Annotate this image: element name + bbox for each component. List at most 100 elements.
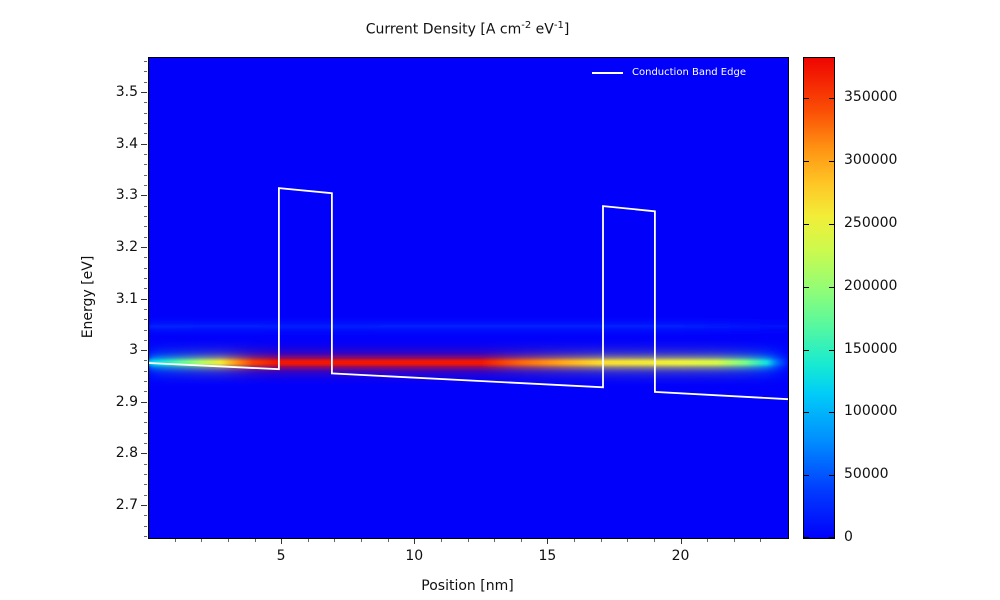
colorbar-tick-mark-left xyxy=(804,412,809,414)
y-minor-tick-mark xyxy=(144,288,147,290)
y-minor-tick-mark xyxy=(144,61,147,63)
colorbar-tick-label: 50000 xyxy=(844,466,889,483)
x-minor-tick-mark xyxy=(627,539,629,542)
y-tick-mark xyxy=(141,350,147,352)
y-minor-tick-mark xyxy=(144,174,147,176)
y-tick-mark xyxy=(141,505,147,506)
x-tick-label: 10 xyxy=(405,548,424,564)
y-tick-mark xyxy=(141,195,147,197)
colorbar-tick-mark-left xyxy=(804,98,809,100)
x-minor-tick-mark xyxy=(440,539,442,542)
y-minor-tick-mark xyxy=(144,123,147,125)
x-minor-tick-mark xyxy=(334,539,336,542)
x-tick-mark xyxy=(414,539,416,544)
title-superscript-2: -1 xyxy=(553,20,564,31)
y-minor-tick-mark xyxy=(144,443,147,445)
y-minor-tick-mark xyxy=(144,185,147,186)
y-minor-tick-mark xyxy=(144,308,147,310)
heatmap-background xyxy=(149,58,788,538)
y-minor-tick-mark xyxy=(144,535,147,537)
colorbar-tick-mark-left xyxy=(804,475,809,477)
colorbar-tick-label: 0 xyxy=(844,529,853,545)
y-minor-tick-mark xyxy=(144,484,147,486)
colorbar-tick-mark-left xyxy=(804,161,809,163)
y-tick-label: 3 xyxy=(129,342,138,359)
colorbar-tick-mark-right xyxy=(829,537,834,538)
colorbar-tick-mark-left xyxy=(804,537,809,538)
x-tick-label: 5 xyxy=(276,548,286,564)
y-tick-label: 3.3 xyxy=(115,187,138,204)
chart-title-text: Current Density [A cm xyxy=(365,21,522,38)
colorbar-tick-mark-right xyxy=(829,349,834,351)
x-minor-tick-mark xyxy=(574,539,575,542)
colorbar-tick-mark-right xyxy=(829,475,834,477)
y-tick-mark xyxy=(141,298,147,300)
y-minor-tick-mark xyxy=(144,463,147,465)
y-minor-tick-mark xyxy=(144,236,147,238)
x-axis-label: Position [nm] xyxy=(421,578,514,594)
legend: Conduction Band Edge xyxy=(592,67,746,78)
x-minor-tick-mark xyxy=(201,539,203,542)
y-tick-mark xyxy=(141,401,147,403)
x-tick-label: 15 xyxy=(538,548,557,564)
y-tick-mark xyxy=(141,92,147,94)
x-minor-tick-mark xyxy=(494,539,496,542)
x-minor-tick-mark xyxy=(707,539,709,542)
colorbar xyxy=(803,57,835,539)
y-minor-tick-mark xyxy=(144,164,147,166)
x-minor-tick-mark xyxy=(467,539,469,542)
y-minor-tick-mark xyxy=(144,112,147,114)
x-minor-tick-mark xyxy=(520,539,522,542)
x-minor-tick-mark xyxy=(387,539,389,542)
y-minor-tick-mark xyxy=(144,525,147,527)
colorbar-tick-mark-right xyxy=(829,98,834,100)
y-minor-tick-mark xyxy=(144,319,147,321)
x-minor-tick-mark xyxy=(361,539,362,542)
chart-title: Current Density [A cm-2 eV-1] xyxy=(148,20,787,38)
colorbar-tick-label: 250000 xyxy=(844,214,898,231)
y-minor-tick-mark xyxy=(144,360,147,362)
colorbar-tick-mark-left xyxy=(804,286,809,288)
colorbar-tick-label: 350000 xyxy=(844,89,898,106)
colorbar-tick-label: 150000 xyxy=(844,340,898,357)
y-minor-tick-mark xyxy=(144,494,147,496)
y-minor-tick-mark xyxy=(144,133,147,135)
colorbar-tick-label: 200000 xyxy=(844,277,898,294)
y-minor-tick-mark xyxy=(144,257,147,259)
y-tick-label: 3.4 xyxy=(115,135,138,152)
x-tick-mark xyxy=(680,539,682,544)
y-minor-tick-mark xyxy=(144,267,147,269)
y-tick-mark xyxy=(141,453,147,455)
y-minor-tick-mark xyxy=(144,81,147,83)
y-minor-tick-mark xyxy=(144,474,147,476)
x-minor-tick-mark xyxy=(760,539,762,542)
x-minor-tick-mark xyxy=(254,539,256,542)
y-minor-tick-mark xyxy=(144,422,147,424)
x-minor-tick-mark xyxy=(174,539,176,542)
resonance-streak xyxy=(149,361,788,364)
legend-line-swatch xyxy=(592,71,623,74)
colorbar-tick-mark-right xyxy=(829,286,834,288)
colorbar-tick-mark-right xyxy=(829,412,834,414)
y-tick-mark xyxy=(141,143,147,145)
colorbar-tick-mark-left xyxy=(804,223,809,225)
chart-title-suffix: ] xyxy=(563,21,570,38)
y-minor-tick-mark xyxy=(144,432,147,434)
x-minor-tick-mark xyxy=(600,539,602,542)
y-minor-tick-mark xyxy=(144,391,147,393)
colorbar-tick-mark-right xyxy=(829,223,834,225)
chart-title-mid: eV xyxy=(531,21,554,38)
x-tick-label: 20 xyxy=(671,548,690,564)
y-tick-mark xyxy=(141,246,147,248)
y-minor-tick-mark xyxy=(144,381,147,383)
y-minor-tick-mark xyxy=(144,205,147,207)
y-minor-tick-mark xyxy=(144,329,147,331)
y-tick-label: 3.5 xyxy=(115,84,138,101)
x-minor-tick-mark xyxy=(733,539,735,542)
resonance-streak xyxy=(149,324,788,328)
y-minor-tick-mark xyxy=(144,370,147,372)
y-minor-tick-mark xyxy=(144,154,147,156)
x-minor-tick-mark xyxy=(653,539,655,542)
y-minor-tick-mark xyxy=(144,277,147,279)
